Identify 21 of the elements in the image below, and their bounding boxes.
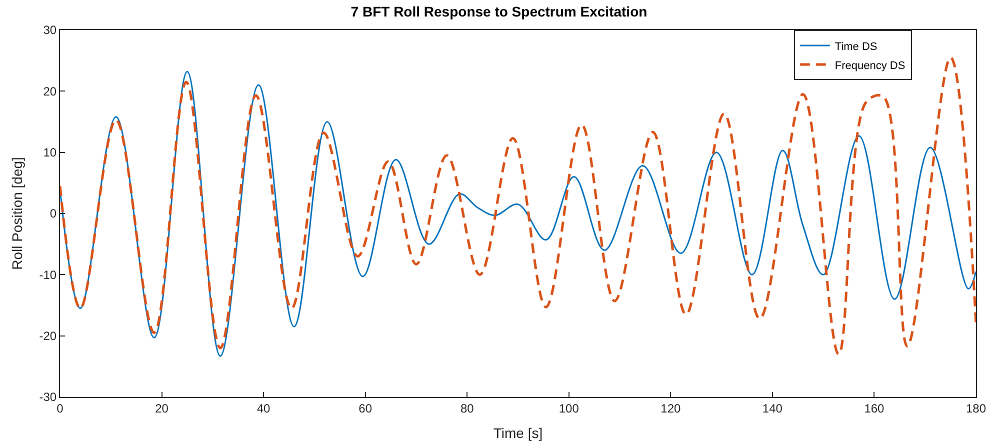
- y-tick-label: 10: [43, 146, 57, 160]
- legend-label: Time DS: [834, 40, 878, 53]
- x-tick-label: 100: [558, 401, 580, 416]
- x-tick-label: 60: [358, 401, 372, 416]
- y-tick-label: 20: [43, 84, 57, 98]
- y-tick-label: 30: [43, 23, 57, 38]
- legend-label: Frequency DS: [834, 60, 906, 72]
- x-tick-label: 160: [864, 401, 885, 416]
- chart-title: 7 BFT Roll Response to Spectrum Excitation: [350, 3, 648, 20]
- x-tick-label: 40: [256, 401, 271, 416]
- y-tick-label: -10: [39, 268, 57, 282]
- y-tick-label: -20: [39, 329, 57, 344]
- x-tick-label: 20: [155, 401, 169, 416]
- x-axis-title: Time [s]: [493, 425, 543, 441]
- x-tick-label: 80: [460, 401, 474, 416]
- x-tick-label: 180: [966, 401, 986, 416]
- x-tick-label: 140: [762, 401, 783, 416]
- x-tick-label: 120: [660, 401, 681, 416]
- y-axis-title: Roll Position [deg]: [9, 157, 25, 270]
- y-tick-label: -30: [39, 390, 57, 404]
- y-tick-label: 0: [50, 206, 57, 221]
